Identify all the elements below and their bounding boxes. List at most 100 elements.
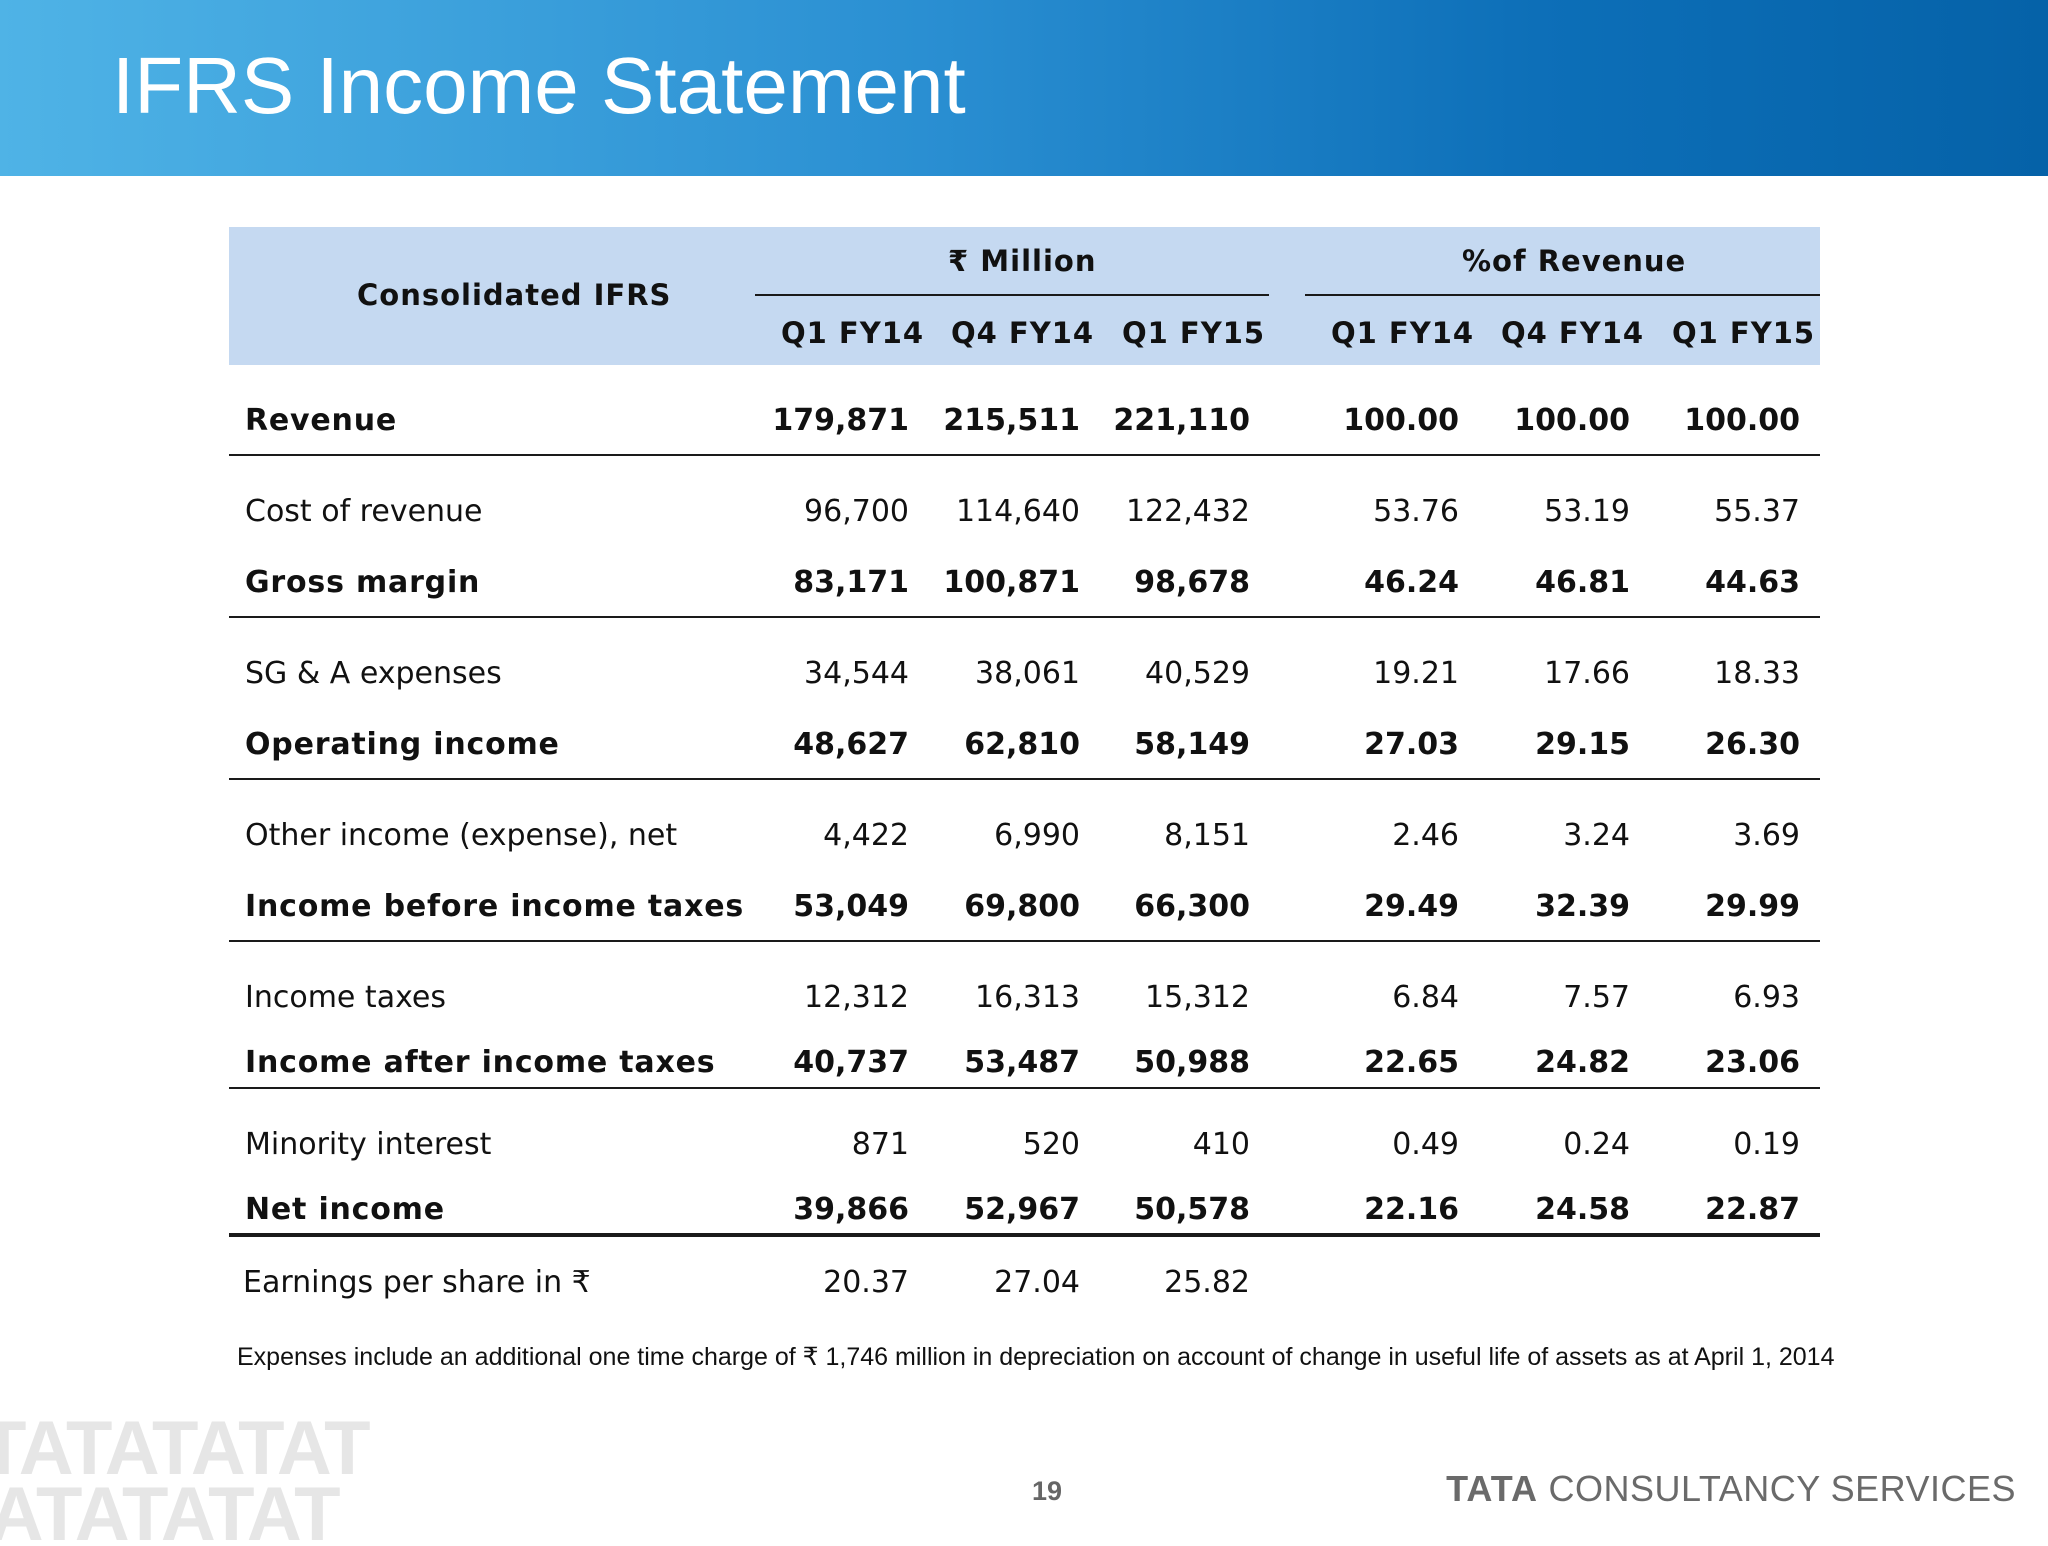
table-cell: 46.24 bbox=[1364, 565, 1459, 600]
row-label: Earnings per share in ₹ bbox=[243, 1265, 591, 1300]
row-header-label: Consolidated IFRS bbox=[357, 278, 672, 312]
table-cell: 22.65 bbox=[1364, 1045, 1459, 1080]
table-cell: 19.21 bbox=[1373, 656, 1459, 691]
table-cell: 12,312 bbox=[804, 980, 909, 1015]
table-cell: 48,627 bbox=[793, 727, 909, 762]
table-cell: 34,544 bbox=[804, 656, 909, 691]
row-label: Operating income bbox=[245, 727, 560, 762]
column-header: Q1 FY15 bbox=[1122, 316, 1266, 350]
section-divider bbox=[229, 1087, 1820, 1089]
tata-watermark: TATATATAT TATATATAT bbox=[0, 1416, 371, 1546]
table-cell: 40,737 bbox=[793, 1045, 909, 1080]
table-cell: 38,061 bbox=[975, 656, 1080, 691]
column-header: Q1 FY14 bbox=[781, 316, 925, 350]
table-cell: 27.04 bbox=[994, 1265, 1080, 1300]
table-cell: 221,110 bbox=[1113, 403, 1250, 438]
table-cell: 100,871 bbox=[943, 565, 1080, 600]
table-cell: 98,678 bbox=[1134, 565, 1250, 600]
brand-mark: TATA bbox=[1446, 1468, 1539, 1509]
row-label: Net income bbox=[245, 1192, 445, 1227]
table-cell: 53,049 bbox=[793, 889, 909, 924]
table-cell: 83,171 bbox=[793, 565, 909, 600]
section-divider bbox=[229, 616, 1820, 618]
group-rule-percent bbox=[1305, 294, 1820, 296]
section-divider bbox=[229, 454, 1820, 456]
row-label: Cost of revenue bbox=[245, 494, 483, 529]
title-banner: IFRS Income Statement bbox=[0, 0, 2048, 176]
table-cell: 46.81 bbox=[1535, 565, 1630, 600]
table-header-band bbox=[229, 227, 1820, 365]
table-cell: 100.00 bbox=[1684, 403, 1800, 438]
row-label: Other income (expense), net bbox=[245, 818, 678, 853]
row-label: Revenue bbox=[245, 403, 398, 438]
table-cell: 50,988 bbox=[1134, 1045, 1250, 1080]
table-cell: 52,967 bbox=[964, 1192, 1080, 1227]
table-cell: 215,511 bbox=[943, 403, 1080, 438]
table-cell: 179,871 bbox=[772, 403, 909, 438]
table-cell: 18.33 bbox=[1714, 656, 1800, 691]
table-cell: 6.84 bbox=[1392, 980, 1459, 1015]
table-cell: 4,422 bbox=[823, 818, 909, 853]
table-cell: 69,800 bbox=[964, 889, 1080, 924]
table-cell: 0.49 bbox=[1392, 1127, 1459, 1162]
page-number: 19 bbox=[1032, 1476, 1063, 1506]
table-cell: 17.66 bbox=[1544, 656, 1630, 691]
column-header: Q4 FY14 bbox=[1501, 316, 1645, 350]
row-label: Minority interest bbox=[245, 1127, 492, 1162]
table-cell: 24.82 bbox=[1535, 1045, 1630, 1080]
table-cell: 22.16 bbox=[1364, 1192, 1459, 1227]
row-label: Income after income taxes bbox=[245, 1045, 716, 1080]
table-cell: 25.82 bbox=[1164, 1265, 1250, 1300]
column-header: Q1 FY15 bbox=[1672, 316, 1816, 350]
column-header: Q4 FY14 bbox=[951, 316, 1095, 350]
section-divider bbox=[229, 1233, 1820, 1237]
table-cell: 24.58 bbox=[1535, 1192, 1630, 1227]
table-cell: 53.76 bbox=[1373, 494, 1459, 529]
table-cell: 62,810 bbox=[964, 727, 1080, 762]
table-cell: 3.24 bbox=[1563, 818, 1630, 853]
table-cell: 29.15 bbox=[1535, 727, 1630, 762]
table-cell: 6.93 bbox=[1733, 980, 1800, 1015]
table-cell: 44.63 bbox=[1705, 565, 1800, 600]
section-divider bbox=[229, 778, 1820, 780]
group-header-percent: %of Revenue bbox=[1462, 244, 1687, 278]
table-cell: 53.19 bbox=[1544, 494, 1630, 529]
table-cell: 6,990 bbox=[994, 818, 1080, 853]
table-cell: 0.19 bbox=[1733, 1127, 1800, 1162]
table-cell: 20.37 bbox=[823, 1265, 909, 1300]
row-label: SG & A expenses bbox=[245, 656, 502, 691]
table-cell: 29.99 bbox=[1705, 889, 1800, 924]
table-cell: 29.49 bbox=[1364, 889, 1459, 924]
table-cell: 16,313 bbox=[975, 980, 1080, 1015]
row-label: Income taxes bbox=[245, 980, 446, 1015]
table-cell: 8,151 bbox=[1164, 818, 1250, 853]
row-label: Income before income taxes bbox=[245, 889, 745, 924]
table-cell: 22.87 bbox=[1705, 1192, 1800, 1227]
table-cell: 100.00 bbox=[1343, 403, 1459, 438]
table-cell: 114,640 bbox=[955, 494, 1080, 529]
group-header-million: ₹ Million bbox=[948, 244, 1097, 278]
footnote: Expenses include an additional one time … bbox=[237, 1343, 1835, 1371]
table-cell: 55.37 bbox=[1714, 494, 1800, 529]
table-cell: 32.39 bbox=[1535, 889, 1630, 924]
table-cell: 96,700 bbox=[804, 494, 909, 529]
table-cell: 410 bbox=[1192, 1127, 1250, 1162]
table-cell: 27.03 bbox=[1364, 727, 1459, 762]
table-cell: 100.00 bbox=[1514, 403, 1630, 438]
table-cell: 53,487 bbox=[964, 1045, 1080, 1080]
table-cell: 3.69 bbox=[1733, 818, 1800, 853]
table-cell: 39,866 bbox=[793, 1192, 909, 1227]
page-title: IFRS Income Statement bbox=[112, 41, 966, 130]
column-header: Q1 FY14 bbox=[1331, 316, 1475, 350]
table-cell: 15,312 bbox=[1145, 980, 1250, 1015]
table-cell: 871 bbox=[851, 1127, 909, 1162]
section-divider bbox=[229, 940, 1820, 942]
table-cell: 0.24 bbox=[1563, 1127, 1630, 1162]
table-cell: 50,578 bbox=[1134, 1192, 1250, 1227]
table-cell: 122,432 bbox=[1125, 494, 1250, 529]
table-cell: 26.30 bbox=[1705, 727, 1800, 762]
table-cell: 23.06 bbox=[1705, 1045, 1800, 1080]
table-cell: 40,529 bbox=[1145, 656, 1250, 691]
table-cell: 520 bbox=[1022, 1127, 1080, 1162]
company-logo: TATA CONSULTANCY SERVICES bbox=[1446, 1468, 2016, 1510]
